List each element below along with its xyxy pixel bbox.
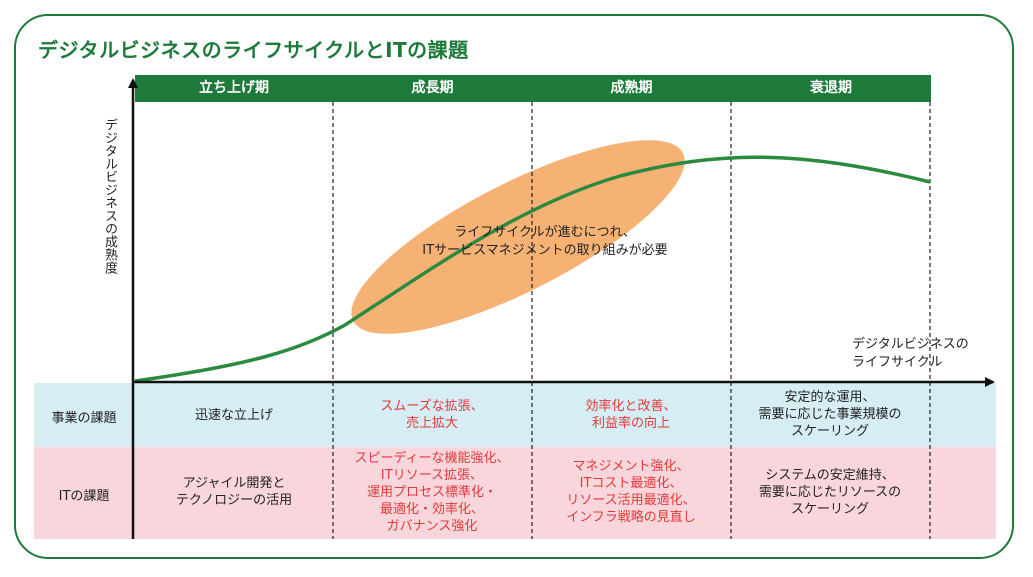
business-issues-row: [34, 383, 996, 447]
it-cell-decline: システムの安定維持、 需要に応じたリソースの スケーリング: [758, 468, 902, 517]
page-title: デジタルビジネスのライフサイクルとITの課題: [38, 38, 469, 62]
phase-growth: 成長期: [411, 80, 454, 96]
it-issues-row: [34, 447, 996, 539]
business-cell-growth: スムーズな拡張、 売上拡大: [380, 399, 484, 431]
y-axis-label: デジタルビジネスの成熟度: [102, 118, 117, 274]
row-label-it: ITの課題: [58, 489, 110, 504]
it-cell-maturity: マネジメント強化、 ITコスト最適化、 リソース活用最適化、 インフラ戦略の見直…: [566, 459, 696, 525]
phase-header-bar: [135, 75, 931, 102]
it-cell-startup: アジャイル開発と テクノロジーの活用: [175, 476, 293, 508]
it-cell-growth: スピーディーな機能強化、 ITリソース拡張、 運用プロセス標準化・ 最適化・効率…: [354, 451, 510, 534]
annotation-text: ライフサイクルが進むにつれ、 ITサービスマネジメントの取り組みが必要: [422, 225, 668, 258]
phase-startup: 立ち上げ期: [199, 80, 269, 96]
row-label-business: 事業の課題: [51, 411, 117, 426]
business-cell-maturity: 効率化と改善、 利益率の向上: [585, 399, 677, 431]
lifecycle-curve: [134, 155, 931, 383]
x-axis-label: デジタルビジネスの ライフサイクル: [852, 337, 969, 370]
phase-decline: 衰退期: [810, 80, 852, 96]
business-cell-decline: 安定的な運用、 需要に応じた事業規模の スケーリング: [758, 390, 902, 439]
outer-frame: [14, 14, 1014, 559]
phase-maturity: 成熟期: [610, 80, 653, 96]
business-cell-startup: 迅速な立上げ: [194, 408, 273, 423]
highlight-ellipse: [351, 140, 685, 334]
